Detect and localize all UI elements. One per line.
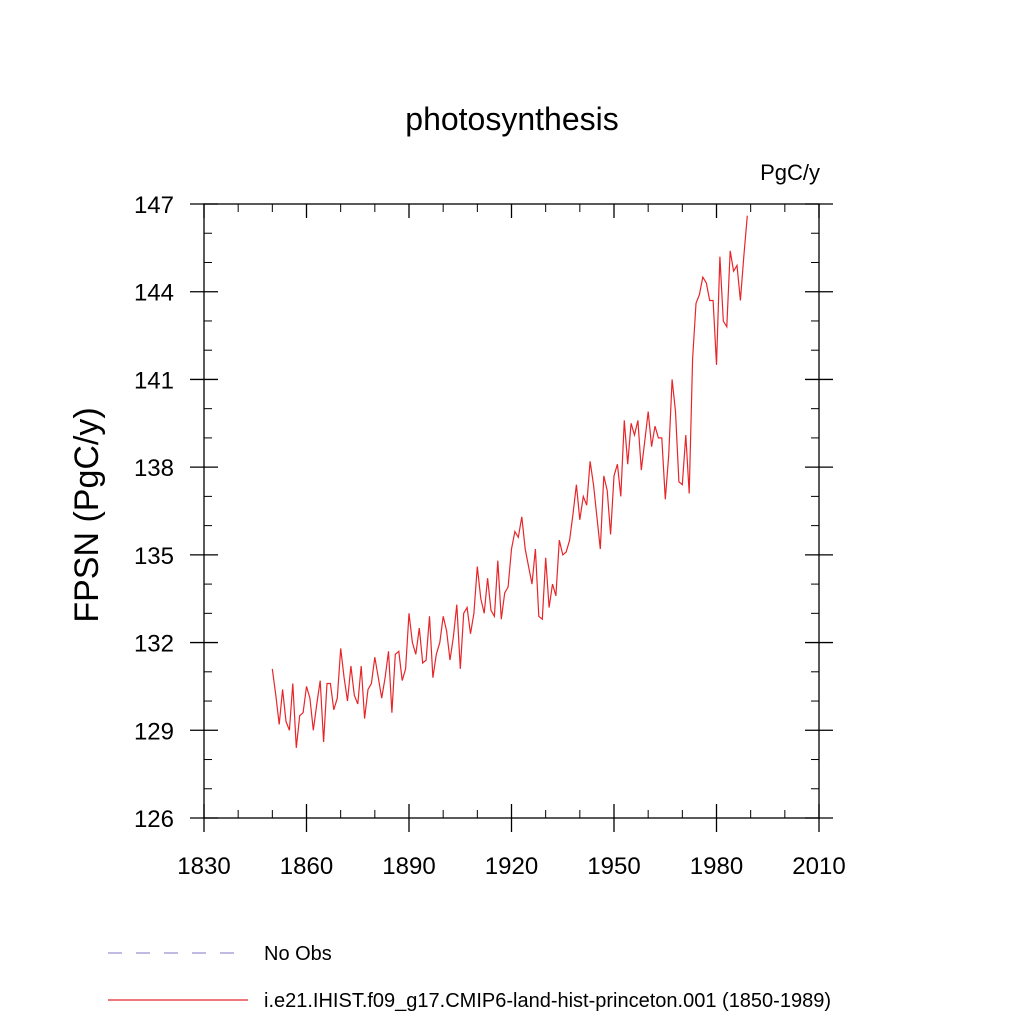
- legend: No Obs i.e21.IHIST.f09_g17.CMIP6-land-hi…: [108, 943, 831, 1012]
- x-tick-label: 1980: [690, 853, 743, 880]
- y-tick-label: 141: [134, 367, 174, 394]
- tick-labels: 1830 1860 1890 1920 1950 1980 2010 126 129 132 135…: [134, 192, 846, 880]
- y-tick-label: 135: [134, 543, 174, 570]
- x-tick-label: 1830: [177, 853, 230, 880]
- x-tick-label: 1890: [382, 853, 435, 880]
- y-tick-label: 138: [134, 455, 174, 482]
- y-tick-label: 144: [134, 280, 174, 307]
- x-tick-label: 1950: [587, 853, 640, 880]
- x-tick-label: 2010: [792, 853, 845, 880]
- legend-label-no-obs: No Obs: [264, 943, 332, 965]
- x-tick-label: 1920: [485, 853, 538, 880]
- units-label: PgC/y: [760, 160, 820, 185]
- y-tick-label: 129: [134, 718, 174, 745]
- y-tick-label: 132: [134, 631, 174, 658]
- x-tick-label: 1860: [280, 853, 333, 880]
- plot-frame: [203, 203, 820, 819]
- series-line: [271, 215, 748, 748]
- series-group: [271, 215, 748, 748]
- legend-label-model: i.e21.IHIST.f09_g17.CMIP6-land-hist-prin…: [264, 990, 831, 1012]
- y-axis-label: FPSN (PgC/y): [68, 407, 106, 622]
- axis-ticks: [190, 203, 833, 832]
- y-tick-label: 147: [134, 192, 174, 219]
- chart-title: photosynthesis: [405, 101, 618, 137]
- y-tick-label: 126: [134, 806, 174, 833]
